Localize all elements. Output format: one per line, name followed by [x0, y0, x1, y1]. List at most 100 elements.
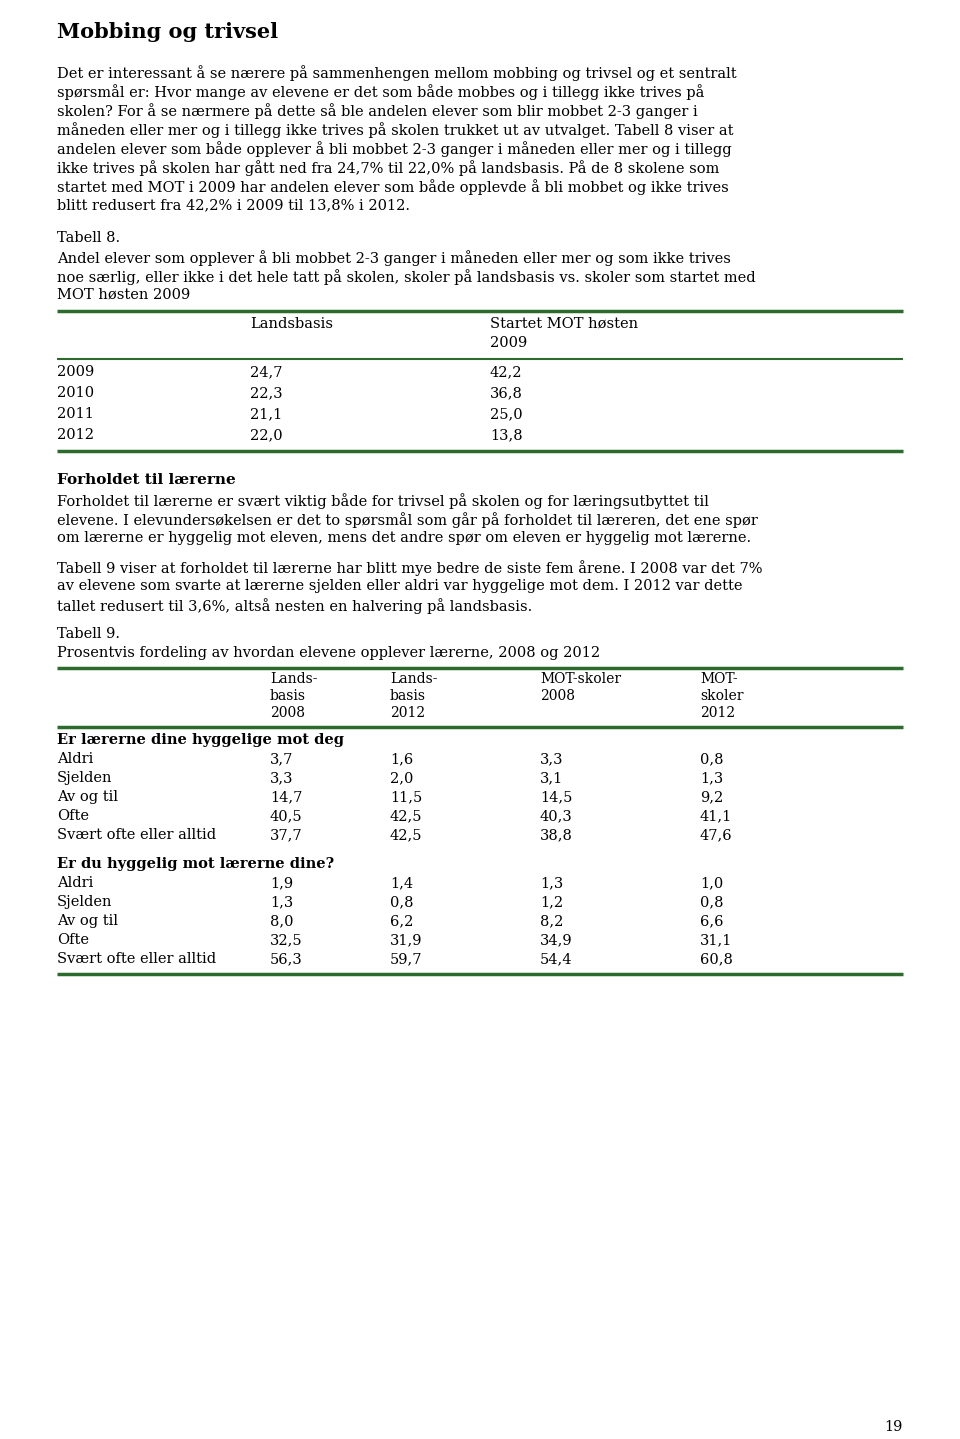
- Text: skoler: skoler: [700, 689, 743, 704]
- Text: måneden eller mer og i tillegg ikke trives på skolen trukket ut av utvalget. Tab: måneden eller mer og i tillegg ikke triv…: [57, 122, 733, 138]
- Text: 3,1: 3,1: [540, 771, 564, 786]
- Text: 40,3: 40,3: [540, 809, 573, 823]
- Text: 21,1: 21,1: [250, 407, 282, 422]
- Text: blitt redusert fra 42,2% i 2009 til 13,8% i 2012.: blitt redusert fra 42,2% i 2009 til 13,8…: [57, 199, 410, 212]
- Text: Aldri: Aldri: [57, 753, 93, 766]
- Text: 47,6: 47,6: [700, 827, 732, 842]
- Text: Prosentvis fordeling av hvordan elevene opplever lærerne, 2008 og 2012: Prosentvis fordeling av hvordan elevene …: [57, 646, 600, 661]
- Text: Landsbasis: Landsbasis: [250, 317, 333, 331]
- Text: 1,3: 1,3: [700, 771, 723, 786]
- Text: 41,1: 41,1: [700, 809, 732, 823]
- Text: 59,7: 59,7: [390, 953, 422, 966]
- Text: 31,1: 31,1: [700, 932, 732, 947]
- Text: Andel elever som opplever å bli mobbet 2-3 ganger i måneden eller mer og som ikk: Andel elever som opplever å bli mobbet 2…: [57, 250, 731, 266]
- Text: Er lærerne dine hyggelige mot deg: Er lærerne dine hyggelige mot deg: [57, 732, 344, 747]
- Text: 2,0: 2,0: [390, 771, 414, 786]
- Text: 2011: 2011: [57, 407, 94, 422]
- Text: om lærerne er hyggelig mot eleven, mens det andre spør om eleven er hyggelig mot: om lærerne er hyggelig mot eleven, mens …: [57, 531, 751, 545]
- Text: 14,7: 14,7: [270, 790, 302, 804]
- Text: Er du hyggelig mot lærerne dine?: Er du hyggelig mot lærerne dine?: [57, 858, 334, 871]
- Text: 54,4: 54,4: [540, 953, 572, 966]
- Text: 1,3: 1,3: [270, 895, 293, 909]
- Text: Tabell 9.: Tabell 9.: [57, 627, 120, 640]
- Text: 1,6: 1,6: [390, 753, 413, 766]
- Text: Mobbing og trivsel: Mobbing og trivsel: [57, 22, 278, 42]
- Text: 11,5: 11,5: [390, 790, 422, 804]
- Text: skolen? For å se nærmere på dette så ble andelen elever som blir mobbet 2-3 gang: skolen? For å se nærmere på dette så ble…: [57, 104, 698, 119]
- Text: 3,3: 3,3: [270, 771, 294, 786]
- Text: elevene. I elevundersøkelsen er det to spørsmål som går på forholdet til læreren: elevene. I elevundersøkelsen er det to s…: [57, 512, 757, 528]
- Text: 9,2: 9,2: [700, 790, 723, 804]
- Text: 31,9: 31,9: [390, 932, 422, 947]
- Text: 13,8: 13,8: [490, 427, 522, 442]
- Text: Lands-: Lands-: [390, 672, 438, 686]
- Text: 25,0: 25,0: [490, 407, 522, 422]
- Text: 1,3: 1,3: [540, 876, 564, 889]
- Text: 1,9: 1,9: [270, 876, 293, 889]
- Text: Startet MOT høsten: Startet MOT høsten: [490, 317, 638, 331]
- Text: Tabell 8.: Tabell 8.: [57, 232, 120, 245]
- Text: 0,8: 0,8: [700, 895, 724, 909]
- Text: basis: basis: [390, 689, 426, 704]
- Text: 2010: 2010: [57, 386, 94, 400]
- Text: 6,2: 6,2: [390, 914, 414, 928]
- Text: 8,0: 8,0: [270, 914, 294, 928]
- Text: andelen elever som både opplever å bli mobbet 2-3 ganger i måneden eller mer og : andelen elever som både opplever å bli m…: [57, 141, 732, 157]
- Text: 56,3: 56,3: [270, 953, 302, 966]
- Text: 42,5: 42,5: [390, 809, 422, 823]
- Text: 2008: 2008: [270, 707, 305, 720]
- Text: 3,3: 3,3: [540, 753, 564, 766]
- Text: Av og til: Av og til: [57, 790, 118, 804]
- Text: Forholdet til lærerne er svært viktig både for trivsel på skolen og for læringsu: Forholdet til lærerne er svært viktig bå…: [57, 494, 708, 509]
- Text: ikke trives på skolen har gått ned fra 24,7% til 22,0% på landsbasis. På de 8 sk: ikke trives på skolen har gått ned fra 2…: [57, 160, 719, 176]
- Text: tallet redusert til 3,6%, altså nesten en halvering på landsbasis.: tallet redusert til 3,6%, altså nesten e…: [57, 599, 532, 614]
- Text: 2012: 2012: [57, 427, 94, 442]
- Text: Svært ofte eller alltid: Svært ofte eller alltid: [57, 953, 216, 966]
- Text: Det er interessant å se nærere på sammenhengen mellom mobbing og trivsel og et s: Det er interessant å se nærere på sammen…: [57, 65, 736, 81]
- Text: 32,5: 32,5: [270, 932, 302, 947]
- Text: Sjelden: Sjelden: [57, 895, 112, 909]
- Text: Ofte: Ofte: [57, 809, 89, 823]
- Text: 0,8: 0,8: [390, 895, 414, 909]
- Text: 6,6: 6,6: [700, 914, 724, 928]
- Text: 22,3: 22,3: [250, 386, 282, 400]
- Text: 2009: 2009: [57, 366, 94, 378]
- Text: 3,7: 3,7: [270, 753, 294, 766]
- Text: 2008: 2008: [540, 689, 575, 704]
- Text: Tabell 9 viser at forholdet til lærerne har blitt mye bedre de siste fem årene. : Tabell 9 viser at forholdet til lærerne …: [57, 560, 762, 576]
- Text: 22,0: 22,0: [250, 427, 282, 442]
- Text: 34,9: 34,9: [540, 932, 572, 947]
- Text: noe særlig, eller ikke i det hele tatt på skolen, skoler på landsbasis vs. skole: noe særlig, eller ikke i det hele tatt p…: [57, 269, 756, 285]
- Text: 0,8: 0,8: [700, 753, 724, 766]
- Text: Sjelden: Sjelden: [57, 771, 112, 786]
- Text: Lands-: Lands-: [270, 672, 318, 686]
- Text: Svært ofte eller alltid: Svært ofte eller alltid: [57, 827, 216, 842]
- Text: 14,5: 14,5: [540, 790, 572, 804]
- Text: 8,2: 8,2: [540, 914, 564, 928]
- Text: 42,2: 42,2: [490, 366, 522, 378]
- Text: Forholdet til lærerne: Forholdet til lærerne: [57, 473, 236, 486]
- Text: basis: basis: [270, 689, 306, 704]
- Text: Av og til: Av og til: [57, 914, 118, 928]
- Text: 2012: 2012: [390, 707, 425, 720]
- Text: MOT-skoler: MOT-skoler: [540, 672, 621, 686]
- Text: 1,4: 1,4: [390, 876, 413, 889]
- Text: MOT høsten 2009: MOT høsten 2009: [57, 288, 190, 302]
- Text: 24,7: 24,7: [250, 366, 282, 378]
- Text: Ofte: Ofte: [57, 932, 89, 947]
- Text: 38,8: 38,8: [540, 827, 573, 842]
- Text: 19: 19: [884, 1420, 903, 1435]
- Text: 2009: 2009: [490, 335, 527, 350]
- Text: 37,7: 37,7: [270, 827, 302, 842]
- Text: MOT-: MOT-: [700, 672, 737, 686]
- Text: 2012: 2012: [700, 707, 735, 720]
- Text: startet med MOT i 2009 har andelen elever som både opplevde å bli mobbet og ikke: startet med MOT i 2009 har andelen eleve…: [57, 178, 729, 194]
- Text: spørsmål er: Hvor mange av elevene er det som både mobbes og i tillegg ikke triv: spørsmål er: Hvor mange av elevene er de…: [57, 83, 705, 99]
- Text: 42,5: 42,5: [390, 827, 422, 842]
- Text: 36,8: 36,8: [490, 386, 523, 400]
- Text: 1,0: 1,0: [700, 876, 723, 889]
- Text: 40,5: 40,5: [270, 809, 302, 823]
- Text: 1,2: 1,2: [540, 895, 564, 909]
- Text: 60,8: 60,8: [700, 953, 732, 966]
- Text: Aldri: Aldri: [57, 876, 93, 889]
